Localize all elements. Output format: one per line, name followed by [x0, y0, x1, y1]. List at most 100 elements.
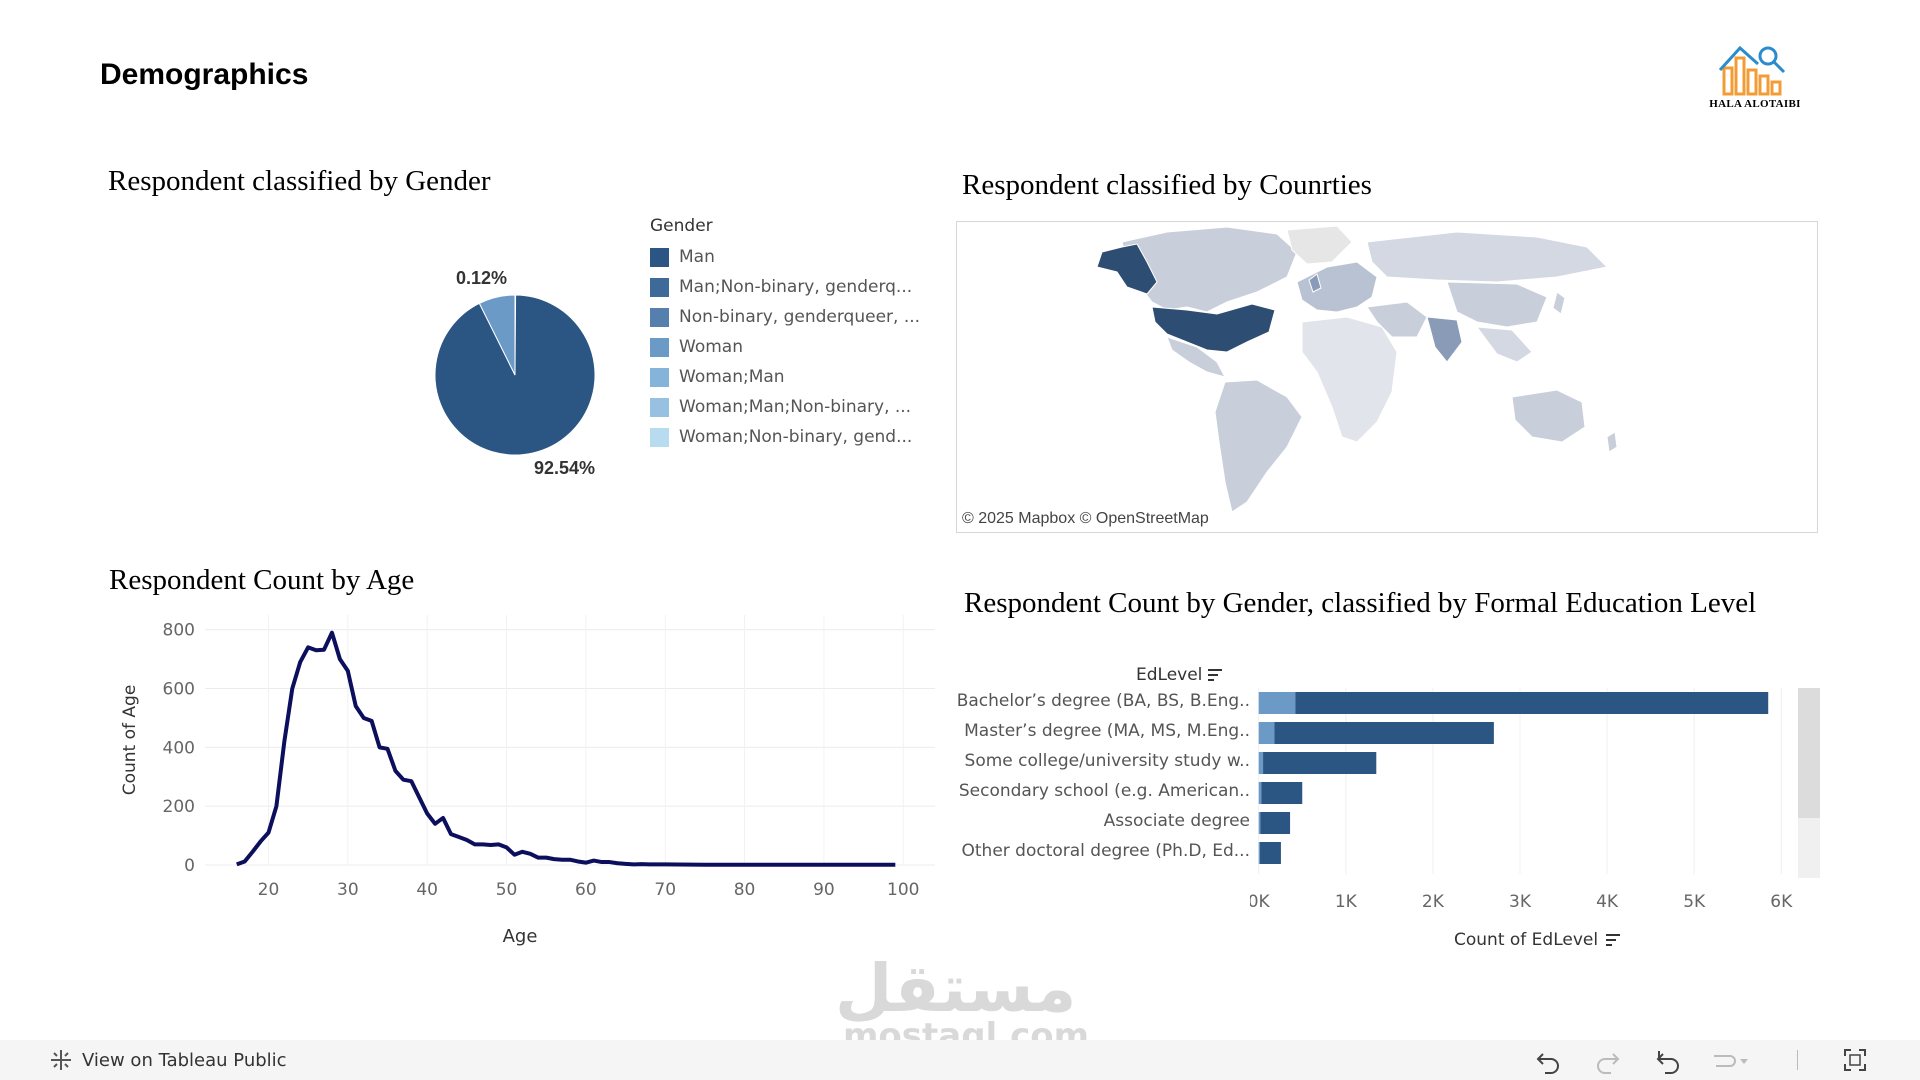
legend-swatch [650, 247, 669, 267]
x-tick-label: 50 [496, 880, 518, 900]
pie-label-small: 0.12% [456, 268, 508, 288]
legend-swatch [650, 277, 669, 297]
bar-category-label[interactable]: Other doctoral degree (Ph.D, Ed... [961, 841, 1251, 861]
gender-section-title: Respondent classified by Gender [108, 165, 491, 197]
sort-icon[interactable] [1208, 668, 1224, 682]
age-section-title: Respondent Count by Age [109, 564, 415, 596]
world-map[interactable]: © 2025 Mapbox © OpenStreetMap [956, 221, 1818, 533]
x-tick-label: 90 [813, 880, 835, 900]
map-region-mexico [1166, 336, 1226, 378]
chart-scrollbar-thumb[interactable] [1798, 688, 1820, 818]
bar-segment[interactable] [1258, 722, 1275, 744]
map-region-china [1446, 281, 1548, 328]
y-axis-label: Count of Age [120, 685, 140, 796]
map-region-alaska [1096, 243, 1158, 295]
bar-segment[interactable] [1258, 782, 1262, 804]
bar-category-label[interactable]: Bachelor’s degree (BA, BS, B.Eng.. [956, 691, 1250, 711]
y-tick-label: 0 [184, 856, 195, 876]
education-chart-svg[interactable]: 0K 1K 2K 3K 4K 5K 6K [1248, 688, 1830, 958]
world-map-graphic[interactable] [957, 222, 1817, 532]
age-line-chart[interactable]: 0 200 400 600 800 20 30 40 50 60 70 80 90 100 Age Count… [100, 605, 940, 959]
y-tick-label: 600 [163, 680, 195, 700]
bar-segment[interactable] [1261, 782, 1303, 804]
legend-label: Man;Non-binary, genderq... [679, 277, 913, 297]
page-title: Demographics [100, 58, 309, 91]
legend-swatch [650, 307, 669, 327]
bar-category-label[interactable]: Some college/university study w.. [964, 751, 1250, 771]
bar-segment[interactable] [1258, 692, 1296, 714]
bar-category-label[interactable]: Associate degree [1103, 811, 1250, 831]
legend-swatch [650, 337, 669, 357]
x-tick-label: 80 [734, 880, 756, 900]
brand-logo: HALA ALOTAIBI [1700, 40, 1810, 116]
redo-icon[interactable] [1595, 1048, 1621, 1074]
x-tick-label: 3K [1509, 892, 1532, 912]
legend-item[interactable]: Woman;Non-binary, gend... [650, 422, 930, 452]
legend-swatch [650, 367, 669, 387]
legend-item[interactable]: Woman;Man [650, 362, 930, 392]
x-tick-label: 6K [1770, 892, 1793, 912]
y-tick-label: 400 [163, 738, 195, 758]
map-credit[interactable]: © 2025 Mapbox © OpenStreetMap [962, 510, 1209, 527]
x-tick-label: 5K [1683, 892, 1706, 912]
legend-item[interactable]: Woman;Man;Non-binary, ... [650, 392, 930, 422]
countries-section-title: Respondent classified by Counrties [962, 169, 1372, 201]
bar-segment[interactable] [1258, 812, 1261, 834]
chart-scrollbar[interactable] [1798, 688, 1820, 878]
age-chart-svg[interactable]: 0 200 400 600 800 20 30 40 50 60 70 80 90 100 Age Count… [100, 605, 940, 955]
map-region-middle-east [1366, 301, 1428, 338]
map-region-india [1426, 316, 1463, 363]
age-series-line[interactable] [236, 630, 896, 867]
legend-item[interactable]: Man;Non-binary, genderq... [650, 272, 930, 302]
education-section-title: Respondent Count by Gender, classified b… [964, 587, 1757, 619]
map-region-new-zealand [1606, 431, 1618, 453]
edlevel-header[interactable]: EdLevel [1136, 665, 1224, 685]
gender-pie-chart[interactable] [430, 290, 600, 460]
pie-label-large: 92.54% [534, 458, 596, 478]
bar-category-label[interactable]: Secondary school (e.g. American.. [958, 781, 1250, 801]
toolbar-divider [1797, 1050, 1798, 1070]
x-tick-label: 70 [654, 880, 676, 900]
legend-label: Man [679, 247, 715, 267]
revert-icon[interactable] [1655, 1048, 1681, 1074]
map-region-southeast-asia [1475, 326, 1533, 363]
view-on-tableau-link[interactable]: View on Tableau Public [48, 1047, 287, 1073]
bar-segment[interactable] [1274, 722, 1494, 744]
legend-swatch [650, 427, 669, 447]
map-region-russia [1366, 231, 1609, 283]
y-tick-label: 200 [163, 797, 195, 817]
fullscreen-icon[interactable] [1843, 1048, 1867, 1072]
pie-slice-woman[interactable] [478, 294, 516, 376]
education-bar-chart[interactable]: 0K 1K 2K 3K 4K 5K 6K [1248, 688, 1830, 962]
refresh-dropdown-icon[interactable] [1710, 1050, 1754, 1072]
bar-segment[interactable] [1258, 752, 1264, 774]
bar-category-label[interactable]: Master’s degree (MA, MS, M.Eng.. [964, 721, 1250, 741]
legend-label: Non-binary, genderqueer, ... [679, 307, 921, 327]
x-tick-label: 4K [1596, 892, 1619, 912]
measure-header[interactable]: Count of EdLevel [1454, 930, 1622, 950]
map-region-japan [1552, 291, 1566, 315]
edlevel-row-labels: Bachelor’s degree (BA, BS, B.Eng.. Master… [940, 688, 1250, 878]
bar-segment[interactable] [1260, 842, 1281, 864]
bar-segment[interactable] [1295, 692, 1769, 714]
map-region-africa [1301, 316, 1398, 443]
legend-label: Woman;Man [679, 367, 785, 387]
map-region-greenland [1286, 225, 1353, 265]
undo-icon[interactable] [1535, 1048, 1561, 1074]
x-tick-label: 20 [258, 880, 280, 900]
map-region-australia [1511, 389, 1586, 443]
logo-text: HALA ALOTAIBI [1709, 98, 1801, 110]
bar-segment[interactable] [1263, 752, 1377, 774]
bar-segment[interactable] [1260, 812, 1291, 834]
watermark-arabic: مستقل [835, 950, 1077, 1027]
sort-icon[interactable] [1606, 933, 1622, 947]
legend-item[interactable]: Man [650, 242, 930, 272]
legend-item[interactable]: Woman [650, 332, 930, 362]
x-tick-label: 2K [1422, 892, 1445, 912]
map-region-usa [1151, 303, 1276, 353]
legend-item[interactable]: Non-binary, genderqueer, ... [650, 302, 930, 332]
bar-segment[interactable] [1258, 842, 1261, 864]
x-tick-label: 60 [575, 880, 597, 900]
map-region-europe [1296, 261, 1378, 313]
gender-pie[interactable] [430, 290, 600, 464]
